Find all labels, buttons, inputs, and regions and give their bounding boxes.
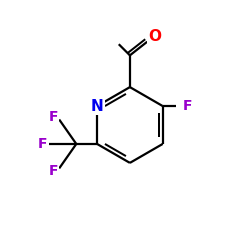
Text: F: F xyxy=(48,164,58,178)
Text: O: O xyxy=(148,28,161,44)
Text: N: N xyxy=(91,98,104,114)
Text: F: F xyxy=(182,99,192,113)
Text: F: F xyxy=(48,110,58,124)
Text: F: F xyxy=(37,137,47,151)
